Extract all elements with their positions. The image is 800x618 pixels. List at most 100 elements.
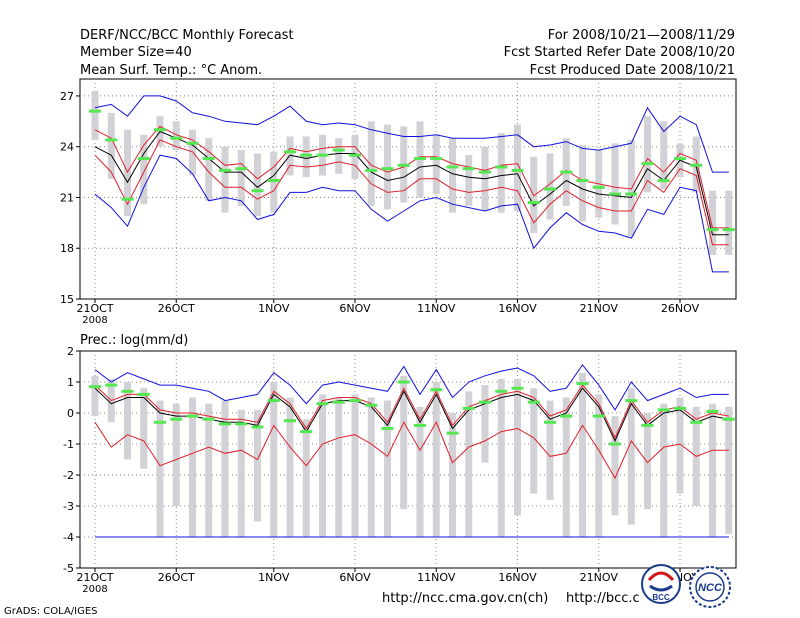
median-marker	[446, 165, 459, 169]
ensemble-box	[676, 397, 684, 494]
median-marker	[137, 392, 150, 396]
median-marker	[202, 157, 215, 161]
median-marker	[690, 163, 703, 167]
median-marker	[674, 406, 686, 410]
ensemble-box	[514, 378, 521, 516]
x-tick-label: 1NOV	[258, 571, 290, 584]
median-marker	[706, 228, 719, 232]
ensemble-box	[335, 397, 343, 537]
outer-upper-line	[94, 364, 729, 411]
ensemble-box	[595, 394, 603, 537]
bcc-logo: BCC	[641, 564, 681, 604]
median-marker	[235, 167, 248, 171]
x-tick-label: 16NOV	[498, 571, 537, 584]
ensemble-box	[449, 413, 456, 537]
x-tick-label: 1NOV	[258, 302, 290, 315]
ensemble-box	[270, 151, 278, 213]
median-marker	[397, 163, 410, 167]
median-marker	[349, 153, 361, 157]
header-member-size: Member Size=40	[80, 45, 192, 60]
y-tick-label: 24	[60, 141, 74, 154]
median-marker	[105, 383, 118, 387]
ensemble-box	[254, 409, 261, 522]
median-marker	[332, 400, 345, 404]
inner-upper-line	[94, 384, 729, 440]
ensemble-box	[254, 153, 261, 217]
ensemble-box	[432, 382, 440, 537]
median-marker	[414, 157, 426, 161]
median-marker	[495, 165, 508, 169]
median-marker	[414, 423, 426, 427]
y-tick-label: -4	[63, 531, 74, 544]
y-tick-label: 1	[67, 376, 74, 389]
median-marker	[251, 189, 264, 193]
ensemble-box	[384, 124, 391, 210]
median-marker	[511, 386, 524, 390]
median-marker	[300, 153, 313, 157]
ensemble-box	[709, 403, 716, 537]
x-tick-label: 26OCT	[158, 571, 195, 584]
ensemble-box	[546, 400, 554, 500]
ensemble-box	[270, 382, 278, 537]
x-tick-label: 21OCT	[76, 571, 113, 584]
ensemble-box	[351, 394, 359, 537]
y-tick-label: 27	[60, 90, 74, 103]
median-marker	[251, 425, 264, 429]
header-produced: Fcst Produced Date 2008/10/21	[530, 63, 735, 78]
ensemble-box	[205, 138, 213, 201]
ensemble-box	[221, 146, 229, 213]
median-marker	[170, 136, 183, 140]
median-marker	[316, 402, 329, 406]
ensemble-box	[579, 372, 586, 537]
median-marker	[479, 170, 491, 174]
median-marker	[365, 403, 378, 407]
median-marker	[609, 442, 621, 446]
y-tick-label: 2	[67, 345, 74, 358]
median-marker	[121, 197, 134, 201]
median-marker	[154, 420, 166, 424]
x-tick-label: 26OCT	[158, 302, 195, 315]
ensemble-box	[660, 403, 668, 537]
median-marker	[609, 192, 621, 196]
median-marker	[560, 170, 573, 174]
median-marker	[365, 168, 378, 172]
median-marker	[349, 399, 361, 403]
inner-upper-line	[94, 125, 729, 229]
plot-frame	[79, 78, 737, 300]
median-marker	[397, 380, 410, 384]
ncc-logo: NCC	[689, 566, 731, 608]
median-marker	[560, 414, 573, 418]
ensemble-box	[725, 190, 733, 255]
median-marker	[722, 228, 735, 232]
ensemble-box	[367, 121, 375, 206]
ensemble-box	[725, 406, 733, 534]
median-marker	[625, 192, 638, 196]
median-marker	[284, 150, 296, 154]
bcc-logo-text: BCC	[652, 593, 670, 602]
ensemble-mean-line	[94, 130, 729, 236]
median-marker	[544, 187, 556, 191]
median-marker	[121, 389, 134, 393]
median-marker	[332, 148, 345, 152]
y-tick-label: 21	[60, 191, 74, 204]
ensemble-box	[400, 375, 408, 510]
x-tick-label: 21OCT	[76, 302, 113, 315]
median-marker	[170, 417, 183, 421]
ensemble-box	[432, 134, 440, 195]
ensemble-box	[546, 153, 554, 220]
ensemble-box	[302, 419, 310, 537]
ensemble-box	[465, 391, 473, 537]
ensemble-box	[91, 90, 99, 140]
ensemble-box	[449, 138, 456, 213]
median-marker	[235, 422, 248, 426]
ensemble-box	[660, 121, 668, 189]
median-marker	[706, 409, 719, 413]
ensemble-box	[237, 409, 245, 537]
x-tick-label: 26NOV	[661, 302, 700, 315]
ensemble-box	[497, 378, 505, 537]
x-tick-label: 6NOV	[339, 302, 371, 315]
x-tick-label: 6NOV	[339, 571, 371, 584]
y-tick-label: -1	[63, 438, 74, 451]
x-tick-sublabel: 2008	[82, 315, 107, 326]
